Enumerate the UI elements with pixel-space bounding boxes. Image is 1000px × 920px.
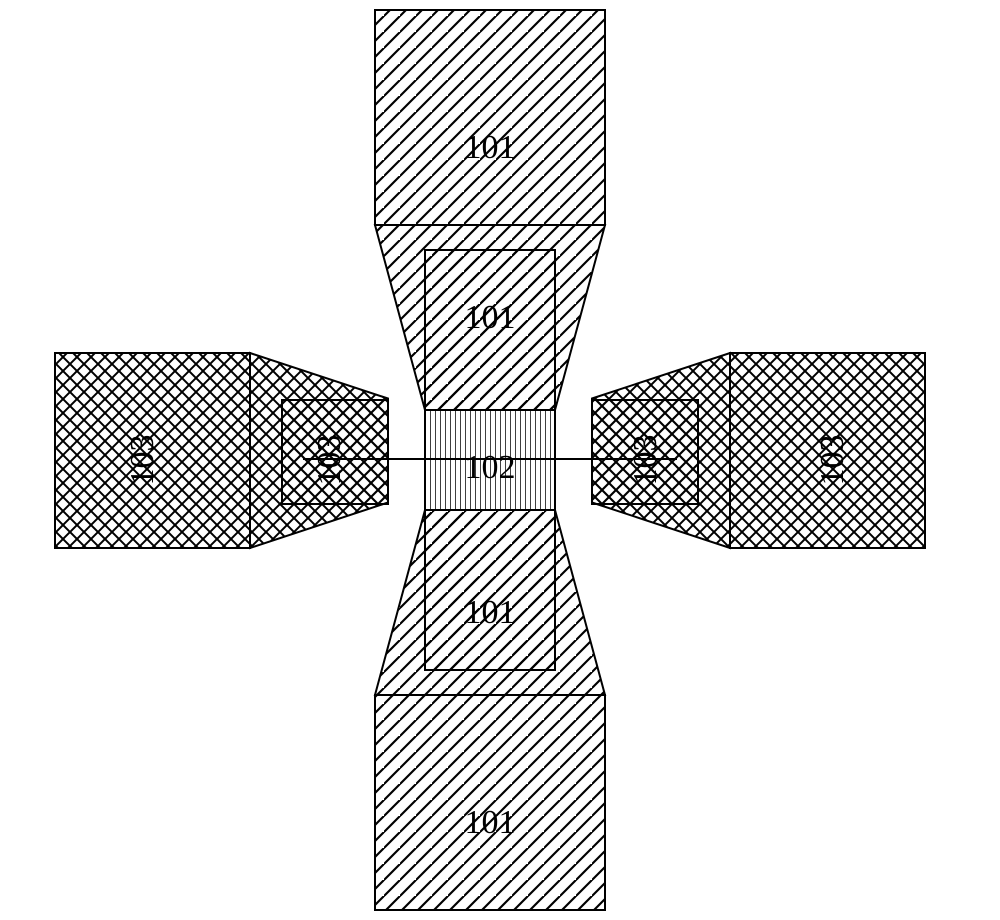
label-103-right-big: 103	[814, 435, 851, 486]
label-101-top-small: 101	[465, 299, 516, 336]
label-101-bottom-big: 101	[465, 804, 516, 841]
label-102-center: 102	[465, 449, 516, 486]
label-103-left-small: 103	[311, 435, 348, 486]
label-103-left-big: 103	[124, 435, 161, 486]
label-101-top-big: 101	[465, 129, 516, 166]
label-103-right-small: 103	[627, 435, 664, 486]
label-101-bottom-small: 101	[465, 594, 516, 631]
